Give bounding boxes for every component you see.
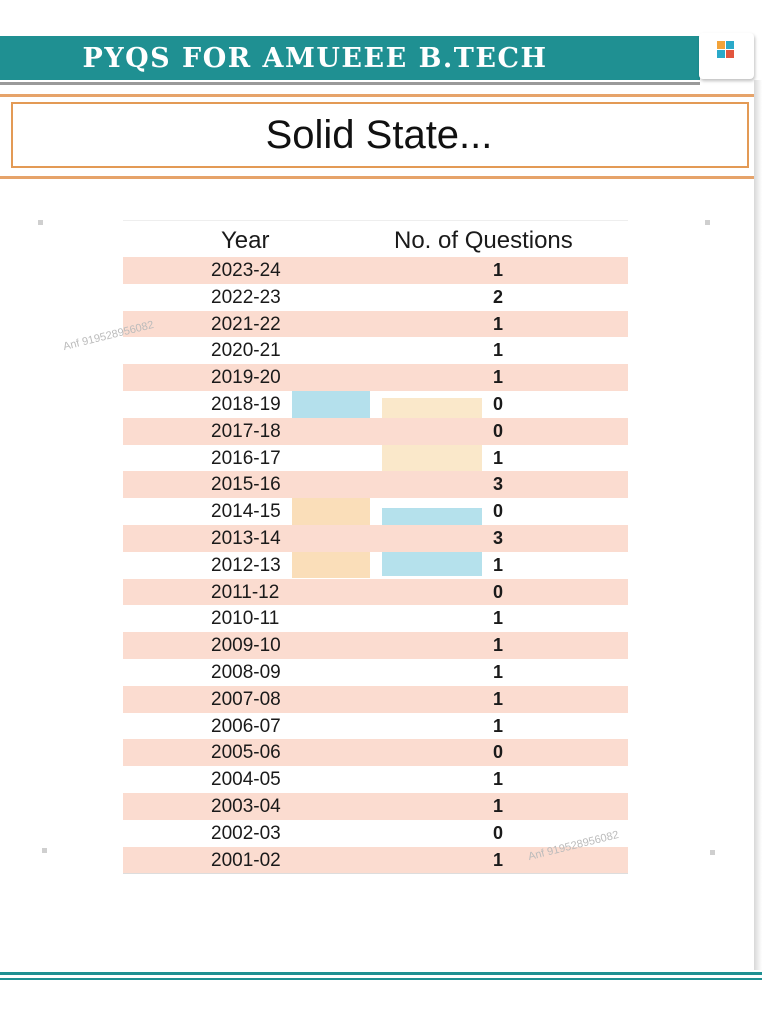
corner-mark [705,220,710,225]
question-count-cell: 0 [493,393,504,414]
question-count-cell: 1 [493,635,504,656]
topic-box: Solid State... [11,102,749,168]
year-cell: 2004-05 [211,769,281,791]
question-count-cell: 1 [493,769,504,790]
table-row: 2007-08 1 [123,685,628,713]
table-row: 2023-24 1 [123,257,628,284]
corner-mark [42,848,47,853]
year-cell: 2017-18 [211,420,281,442]
table-row: 2001-02 1 [123,846,628,874]
question-count-cell: 1 [493,367,504,388]
logo-square-orange [717,41,725,49]
table-row: 2010-11 1 [123,605,628,632]
table-row: 2020-21 1 [123,337,628,364]
table-row: 2005-06 0 [123,739,628,767]
year-cell: 2014-15 [211,501,281,523]
question-count-cell: 1 [493,260,504,280]
year-cell: 2019-20 [211,367,281,389]
questions-table: Year No. of Questions 2023-24 1 2022-23 2 20… [123,220,628,875]
year-cell: 2012-13 [211,554,281,576]
table-row: 2003-04 1 [123,792,628,820]
table-row: 2015-16 3 [123,471,628,499]
question-count-cell: 1 [493,340,504,361]
page-edge-shadow [754,80,762,970]
frame-line-bottom [0,176,754,179]
page-header-title: PYQS FOR AMUEEE B.TECH [82,42,548,74]
footer-line [0,978,762,980]
year-cell: 2013-14 [211,527,281,549]
question-count-cell: 3 [493,527,504,548]
year-cell: 2010-11 [211,608,280,630]
table-row: 2012-13 1 [123,552,628,579]
year-cell: 2022-23 [211,286,281,308]
question-count-cell: 1 [493,313,504,334]
question-count-cell: 1 [493,447,504,468]
year-cell: 2008-09 [211,661,281,683]
year-cell: 2001-02 [211,849,281,871]
table-row: 2006-07 1 [123,713,628,740]
question-count-cell: 1 [493,608,504,629]
logo-square-red [726,50,734,58]
table-header: Year No. of Questions [123,220,628,257]
year-cell: 2015-16 [211,474,281,496]
column-header-questions: No. of Questions [394,227,573,254]
question-count-cell: 1 [493,661,504,682]
logo-square-blue-2 [717,50,725,58]
frame-line-top [0,94,754,97]
table-bottom-rule [123,873,628,875]
table-row: 2008-09 1 [123,659,628,686]
question-count-cell: 0 [493,581,504,602]
table-row: 2021-22 1 [123,310,628,338]
year-cell: 2003-04 [211,795,281,817]
question-count-cell: 0 [493,420,504,441]
table-row: 2019-20 1 [123,364,628,391]
question-count-cell: 0 [493,501,504,522]
table-row: 2009-10 1 [123,632,628,659]
question-count-cell: 1 [493,849,504,870]
year-cell: 2007-08 [211,688,281,710]
header-underline [0,82,700,85]
question-count-cell: 1 [493,688,504,709]
year-cell: 2021-22 [211,313,281,335]
question-count-cell: 1 [493,795,504,816]
year-cell: 2020-21 [211,340,281,362]
table-row: 2004-05 1 [123,766,628,793]
footer-line [0,972,762,975]
year-cell: 2002-03 [211,822,281,844]
logo-square-blue [726,41,734,49]
year-cell: 2009-10 [211,635,281,657]
question-count-cell: 3 [493,474,504,495]
column-header-year: Year [221,227,270,254]
brand-logo-icon [699,33,754,79]
table-row: 2014-15 0 [123,498,628,525]
header-band: PYQS FOR AMUEEE B.TECH [0,36,700,80]
table-row: 2002-03 0 [123,820,628,847]
year-cell: 2011-12 [211,581,280,603]
question-count-cell: 0 [493,742,504,763]
question-count-cell: 0 [493,822,504,843]
table-row: 2022-23 2 [123,284,628,311]
year-cell: 2016-17 [211,447,281,469]
table-row: 2016-17 1 [123,445,628,472]
table-row: 2011-12 0 [123,578,628,606]
year-cell: 2006-07 [211,715,281,737]
question-count-cell: 2 [493,286,504,307]
table-row: 2017-18 0 [123,417,628,445]
question-count-cell: 1 [493,715,504,736]
table-row: 2013-14 3 [123,524,628,552]
year-cell: 2018-19 [211,393,281,415]
topic-title: Solid State... [265,112,493,157]
corner-mark [710,850,715,855]
year-cell: 2023-24 [211,260,281,281]
question-count-cell: 1 [493,554,504,575]
table-row: 2018-19 0 [123,391,628,418]
year-cell: 2005-06 [211,742,281,764]
corner-mark [38,220,43,225]
